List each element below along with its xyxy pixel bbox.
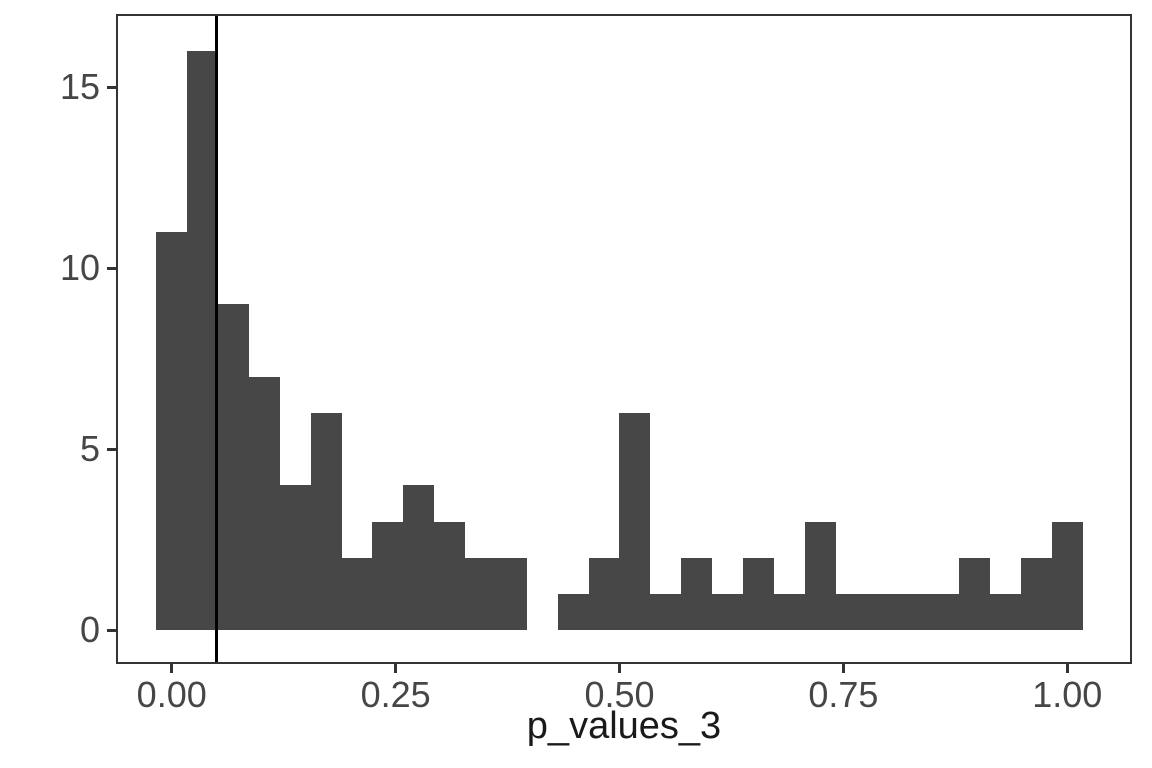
histogram-bar — [156, 232, 188, 631]
y-tick-label: 5 — [79, 428, 100, 470]
histogram-bar — [743, 557, 774, 631]
y-tick-label: 10 — [59, 247, 100, 289]
histogram-bar — [218, 304, 249, 631]
y-tick-mark — [107, 266, 116, 270]
histogram-bar — [990, 593, 1021, 631]
histogram-bar — [434, 521, 466, 631]
histogram-bar — [773, 593, 805, 631]
histogram-bar — [866, 593, 898, 631]
histogram-bar — [310, 413, 342, 631]
histogram-bar — [187, 51, 219, 631]
histogram-bar — [1020, 557, 1052, 631]
x-tick-label: 0.75 — [808, 674, 879, 715]
histogram-bar — [650, 593, 682, 631]
histogram-bar — [557, 593, 589, 631]
y-tick-mark — [107, 85, 116, 89]
histogram-bar — [588, 557, 620, 631]
plot-panel — [116, 14, 1132, 664]
y-tick-mark — [107, 447, 116, 451]
x-tick-mark — [394, 664, 398, 673]
histogram-bar — [959, 557, 991, 631]
x-tick-label: 0.50 — [584, 674, 655, 715]
histogram-bar — [681, 557, 713, 631]
histogram-bar — [465, 557, 496, 631]
x-tick-mark — [170, 664, 174, 673]
histogram-bar — [619, 413, 651, 631]
histogram-bar — [372, 521, 404, 631]
x-tick-label: 0.25 — [360, 674, 431, 715]
histogram-bar — [279, 485, 311, 631]
y-tick-mark — [107, 628, 116, 632]
histogram-bar — [248, 376, 280, 631]
x-axis-title: p_values_3 — [526, 705, 722, 747]
x-tick-label: 1.00 — [1032, 674, 1103, 715]
histogram-bar — [341, 557, 373, 631]
histogram-bar — [928, 593, 960, 631]
x-tick-label: 0.00 — [136, 674, 207, 715]
histogram-bar — [495, 557, 527, 631]
histogram-bar — [804, 521, 836, 631]
x-tick-mark — [841, 664, 845, 673]
x-tick-mark — [1065, 664, 1069, 673]
histogram-bar — [897, 593, 929, 631]
histogram-bar — [712, 593, 744, 631]
histogram-bar — [403, 485, 435, 631]
x-tick-mark — [618, 664, 622, 673]
significance-threshold-line — [215, 16, 218, 662]
y-tick-label: 15 — [59, 66, 100, 108]
histogram-bar — [1051, 521, 1083, 631]
y-tick-label: 0 — [79, 609, 100, 651]
histogram-bar — [835, 593, 867, 631]
